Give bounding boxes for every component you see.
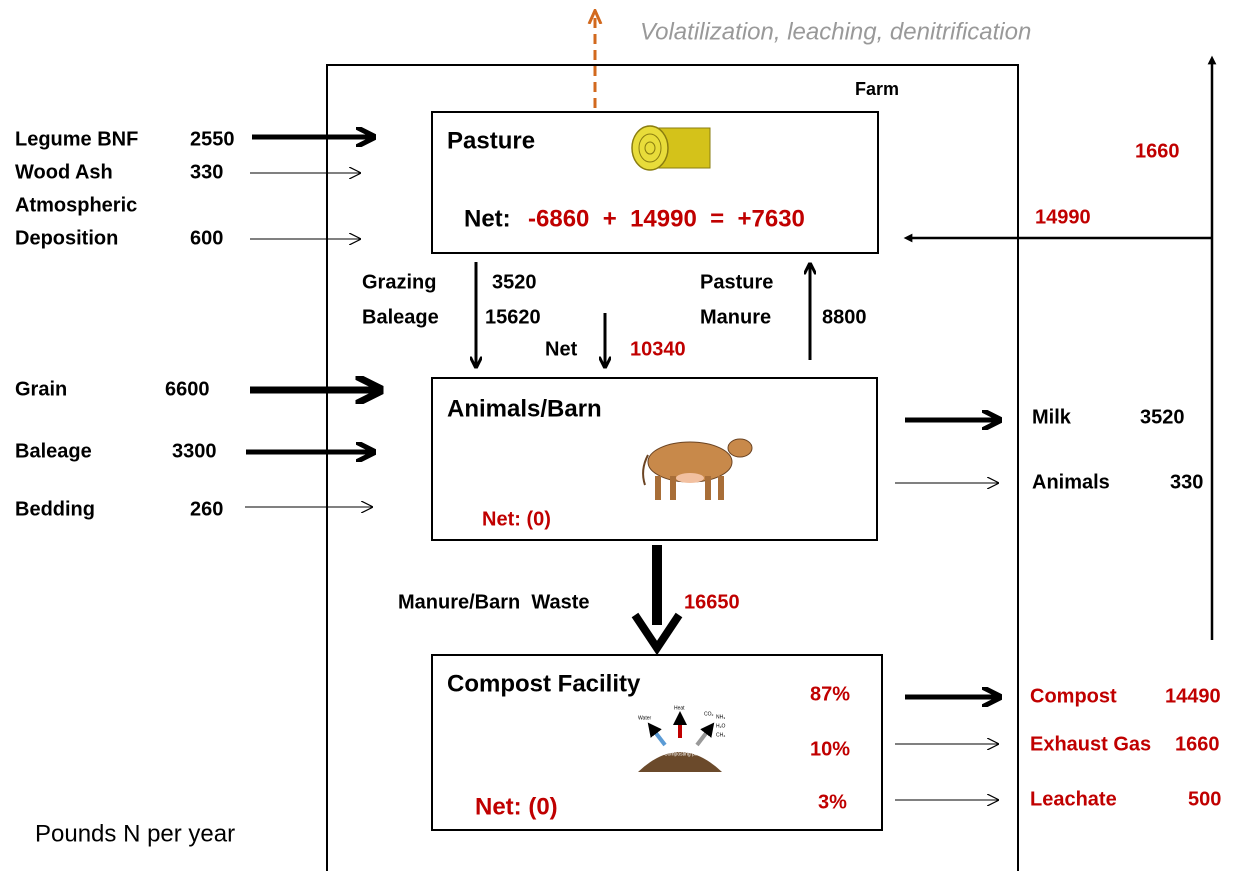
input-label: Bedding [15,498,95,520]
pasture-net-label: Net: [464,205,511,232]
input-value: 2550 [190,128,235,150]
note: Volatilization, leaching, denitrificatio… [640,18,1031,45]
output-label: Leachate [1030,788,1117,810]
pasture-title: Pasture [447,127,535,154]
flow-value: 3520 [492,271,537,293]
hay-bale-icon [631,125,711,171]
flow-value: 10340 [630,338,686,360]
cow-icon [642,438,753,500]
flow-value: 15620 [485,306,541,328]
return-value: 14990 [1035,206,1091,228]
icon-label: CO₂ [704,711,714,717]
input-value: 6600 [165,378,210,400]
icon-label: H₂O [716,723,726,729]
flow-label: Manure [700,306,771,328]
icon-label: NH₃ [716,714,725,720]
input-label: Baleage [15,440,92,462]
manure-arrow-head [631,612,683,656]
input-label: Wood Ash [15,161,113,183]
output-value: 500 [1188,788,1221,810]
icon-label: Water [638,715,651,721]
input-label: Grain [15,378,67,400]
output-label: Animals [1032,471,1110,493]
output-label: Exhaust Gas [1030,733,1151,755]
units: Pounds N per year [35,820,235,847]
farm-label: Farm [855,79,899,99]
compost-share: 10% [810,738,850,760]
input-label: Atmospheric [15,194,137,216]
compost-share: 3% [818,791,847,813]
flow-label: Net [545,338,578,360]
output-label: Milk [1032,406,1072,428]
farm-boundary [326,64,1019,871]
flow-value: 16650 [684,591,740,613]
animals-net: Net: (0) [482,508,551,530]
flow-value: 8800 [822,306,867,328]
compost-share: 87% [810,683,850,705]
input-label: Deposition [15,227,118,249]
input-value: 260 [190,498,223,520]
pasture-net: -6860 + 14990 = +7630 [528,205,805,232]
input-value: 330 [190,161,223,183]
flow-label: Grazing [362,271,436,293]
compost-box [431,654,883,831]
input-value: 3300 [172,440,217,462]
output-value: 330 [1170,471,1203,493]
return-value: 1660 [1135,140,1180,162]
icon-label: Heat [674,705,685,711]
input-value: 600 [190,227,223,249]
flow-label: Manure/Barn Waste [398,591,590,613]
compost-title: Compost Facility [447,670,641,697]
input-label: Legume BNF [15,128,138,150]
flow-label: Baleage [362,306,439,328]
output-value: 14490 [1165,685,1221,707]
output-label: Compost [1030,685,1117,707]
icon-label: Composting pile [664,751,700,757]
compost-icon: Water Heat CO₂ NH₃ H₂O CH₄ Composting pi… [638,705,726,772]
output-value: 1660 [1175,733,1220,755]
icon-label: CH₄ [716,732,725,738]
animals-title: Animals/Barn [447,395,602,422]
compost-net: Net: (0) [475,793,558,820]
output-value: 3520 [1140,406,1185,428]
flow-label: Pasture [700,271,773,293]
